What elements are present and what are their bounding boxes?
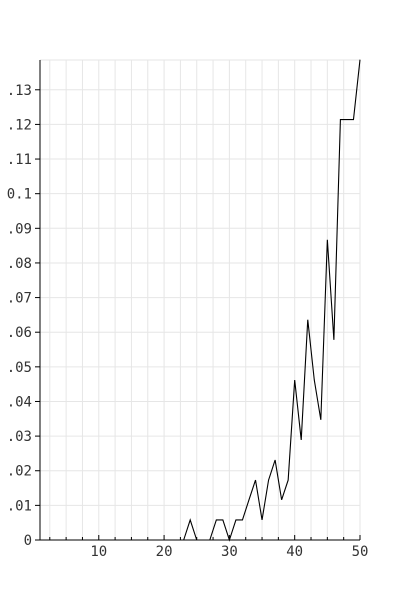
y-tick-label: .06 xyxy=(7,325,32,341)
series-line xyxy=(40,59,361,542)
axes xyxy=(39,60,360,541)
y-tick-label: .08 xyxy=(7,256,32,272)
x-tick-label: 40 xyxy=(286,544,303,560)
y-tick-label: .11 xyxy=(7,152,32,168)
y-tick-label: .02 xyxy=(7,464,32,480)
y-tick-label: .07 xyxy=(7,291,32,307)
x-tick-label: 20 xyxy=(156,544,173,560)
series xyxy=(40,59,361,542)
y-tick-label: .13 xyxy=(7,83,32,99)
y-tick-label: .09 xyxy=(7,221,32,237)
ticks: 0 .01 .02 .03 .04 .05 .06 .07 .08 .09 0.1 .11 .12 .13… xyxy=(7,83,369,560)
x-tick-label: 10 xyxy=(90,544,107,560)
grid xyxy=(40,59,361,541)
y-tick-label: .04 xyxy=(7,394,32,410)
y-tick-label: .12 xyxy=(7,117,32,133)
x-tick-label: 30 xyxy=(221,544,238,560)
y-tick-label: 0.1 xyxy=(7,187,32,203)
y-tick-label: .05 xyxy=(7,360,32,376)
x-tick-label: 50 xyxy=(352,544,369,560)
y-tick-label: .03 xyxy=(7,429,32,445)
y-tick-label: .01 xyxy=(7,498,32,514)
y-tick-label: 0 xyxy=(24,533,32,549)
